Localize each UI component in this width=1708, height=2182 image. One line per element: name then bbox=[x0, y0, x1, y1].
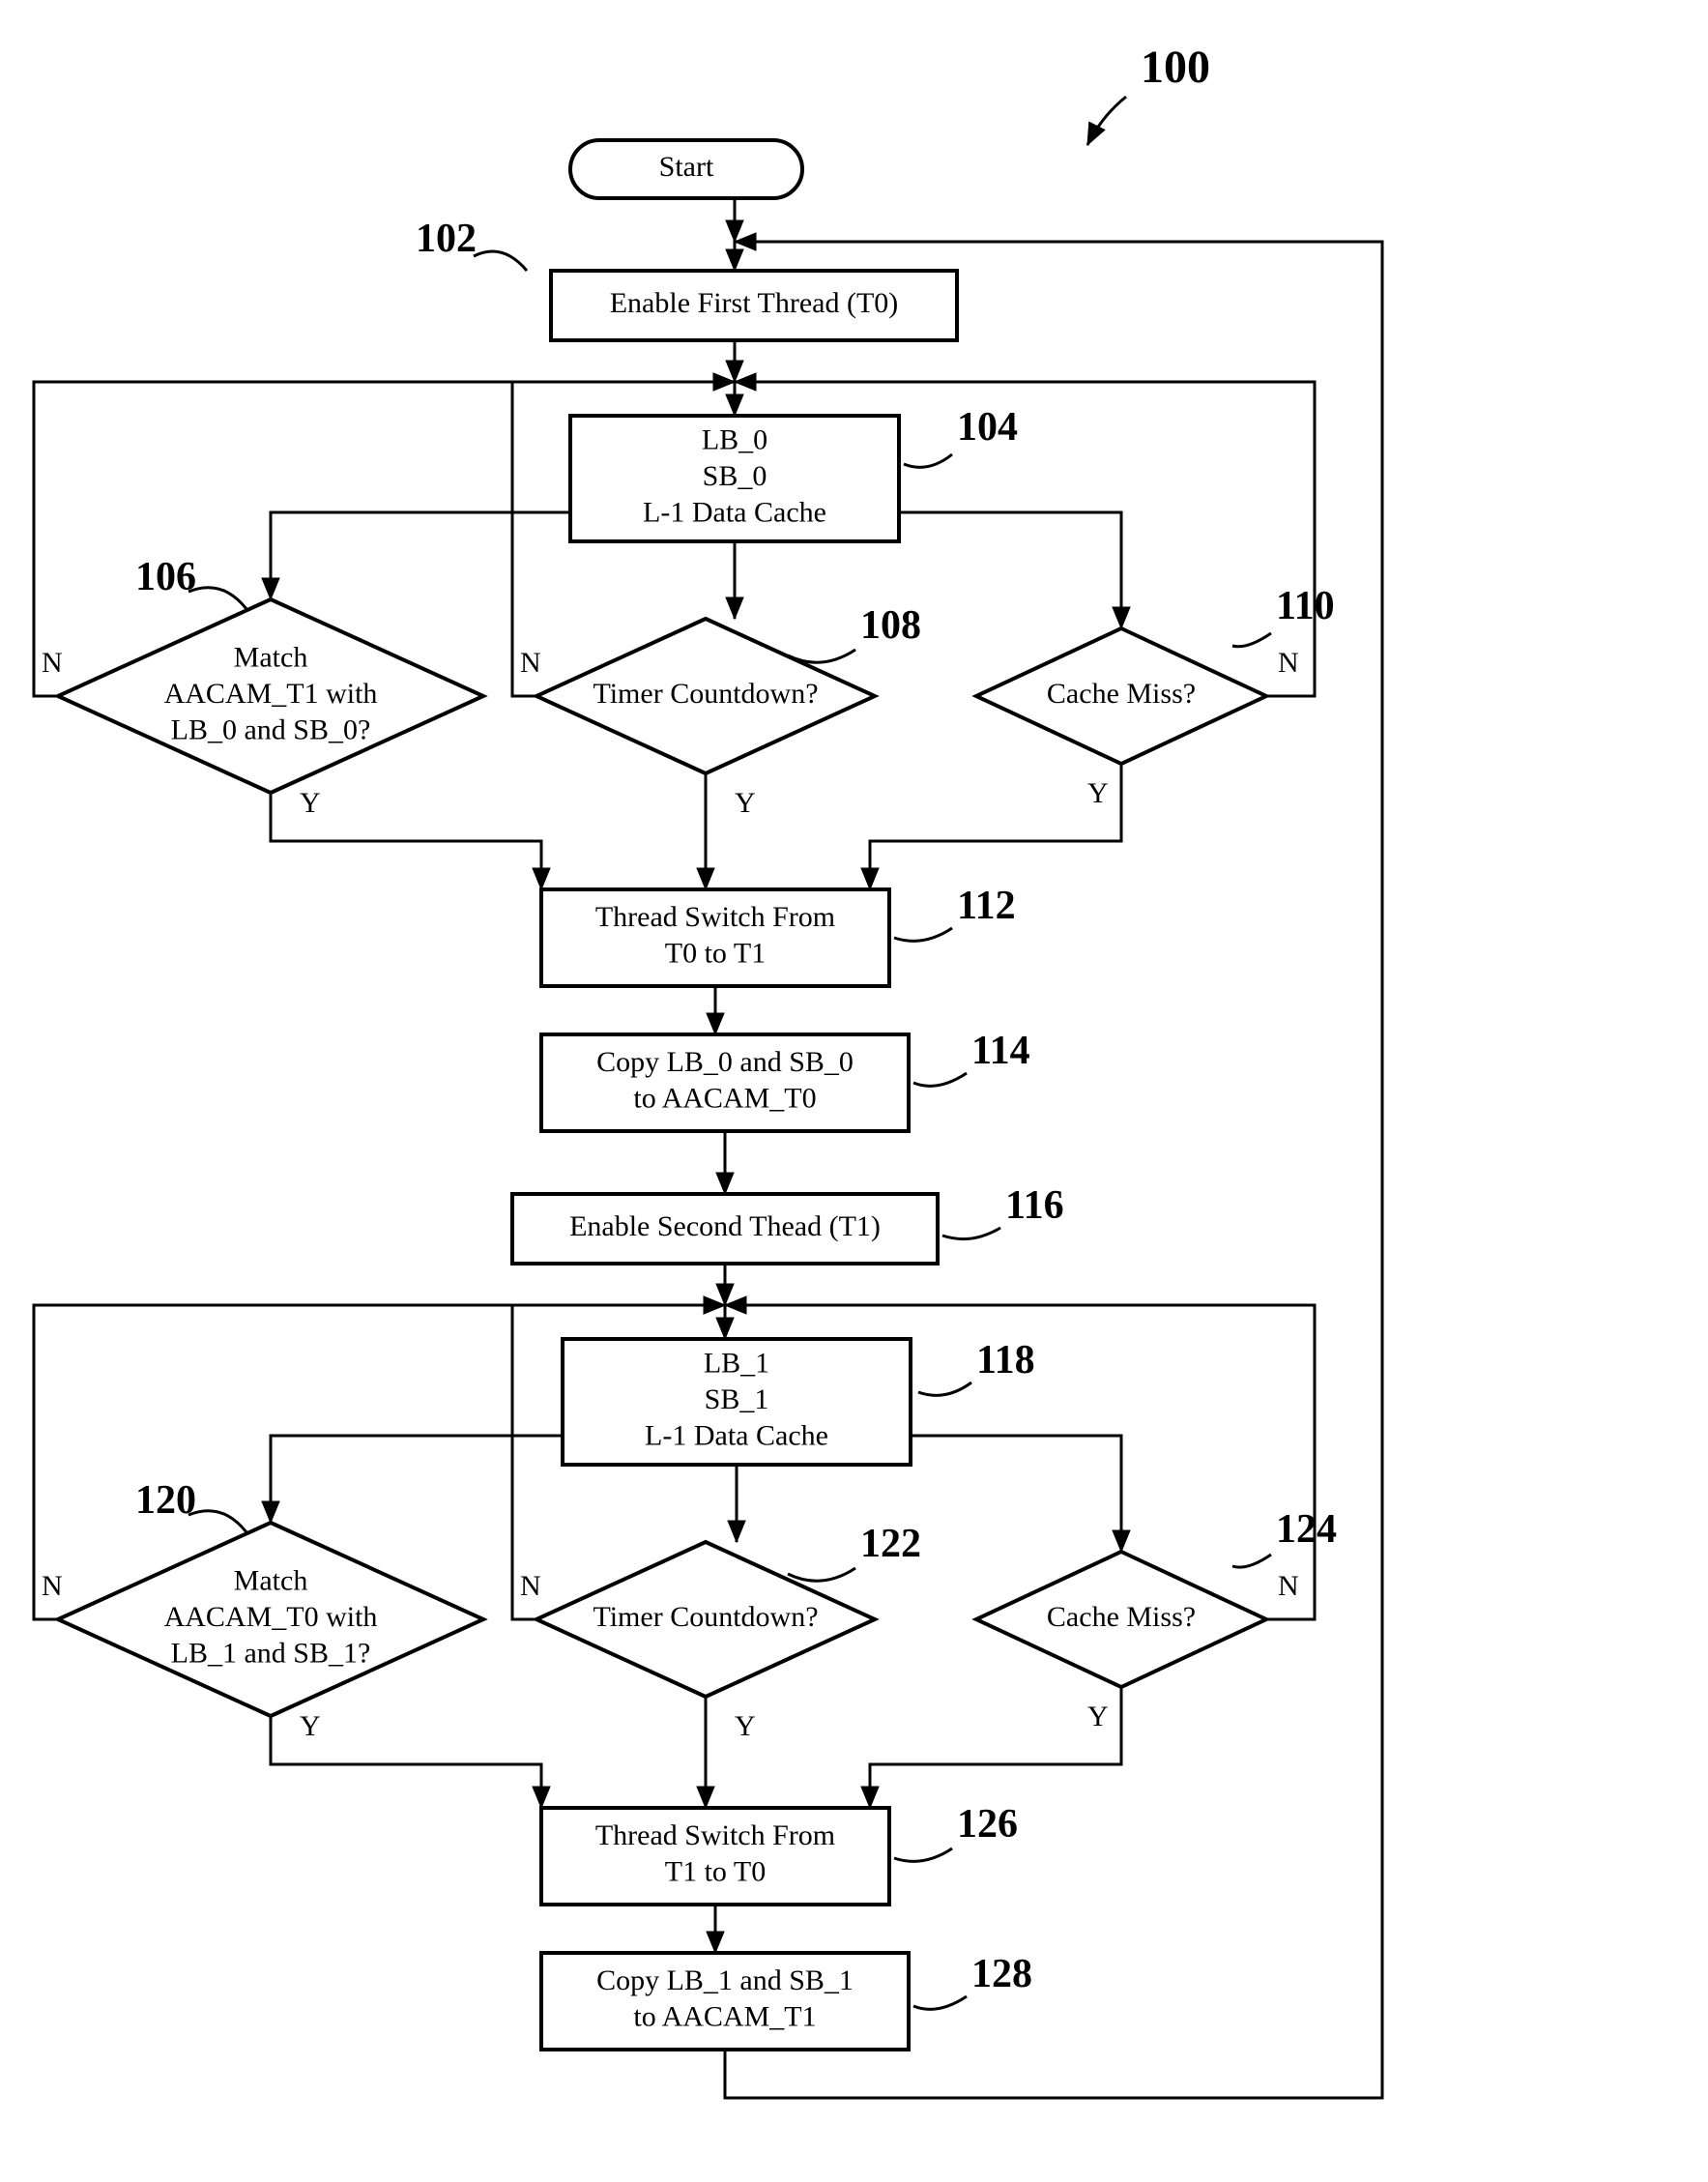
edge-9 bbox=[870, 764, 1121, 889]
node-label: Cache Miss? bbox=[1047, 678, 1196, 710]
node-label: to AACAM_T1 bbox=[633, 2001, 816, 2033]
ref-leader-106 bbox=[188, 588, 246, 609]
flowchart-diagram: Y Y Y N N N Y Y Y N N N Start Enable First Thread (T0… bbox=[0, 0, 1708, 2182]
node-label: SB_0 bbox=[703, 460, 767, 492]
node-label: Enable Second Thead (T1) bbox=[569, 1210, 881, 1242]
ref-label-102: 102 bbox=[416, 217, 477, 261]
ref-label-120: 120 bbox=[135, 1478, 196, 1523]
node-label: LB_0 and SB_0? bbox=[171, 713, 371, 745]
node-label: LB_0 bbox=[702, 423, 767, 455]
ref-leader-118 bbox=[918, 1382, 971, 1395]
node-label: Copy LB_0 and SB_0 bbox=[596, 1046, 854, 1078]
ref-label-122: 122 bbox=[860, 1522, 921, 1566]
node-label: Enable First Thread (T0) bbox=[610, 287, 899, 319]
node-label: Start bbox=[659, 151, 714, 183]
edge-22 bbox=[870, 1687, 1121, 1808]
node-label: Match bbox=[234, 641, 308, 673]
edge-label: N bbox=[520, 647, 541, 679]
edge-18 bbox=[271, 1436, 563, 1523]
node-label: Timer Countdown? bbox=[593, 678, 818, 710]
node-label: LB_1 bbox=[704, 1347, 769, 1379]
ref-leader-124 bbox=[1232, 1555, 1271, 1567]
ref-leader-114 bbox=[913, 1073, 967, 1086]
ref-label-104: 104 bbox=[957, 405, 1018, 450]
ref-leader-122 bbox=[788, 1568, 855, 1581]
edge-label: Y bbox=[735, 787, 756, 819]
ref-leader-128 bbox=[913, 1996, 967, 2009]
ref-label-126: 126 bbox=[957, 1802, 1018, 1847]
figure-ref-100: 100 bbox=[1141, 42, 1210, 93]
node-label: Timer Countdown? bbox=[593, 1601, 818, 1633]
ref-label-110: 110 bbox=[1276, 584, 1335, 628]
node-label: Match bbox=[234, 1564, 308, 1596]
node-label: Cache Miss? bbox=[1047, 1601, 1196, 1633]
ref-label-128: 128 bbox=[971, 1952, 1032, 1996]
node-label: LB_1 and SB_1? bbox=[171, 1637, 371, 1669]
ref-label-114: 114 bbox=[971, 1029, 1030, 1073]
ref-leader-126 bbox=[894, 1848, 952, 1861]
edge-label: N bbox=[520, 1570, 541, 1602]
edge-label: Y bbox=[300, 1710, 321, 1742]
ref-leader-112 bbox=[894, 928, 952, 941]
ref-label-124: 124 bbox=[1276, 1507, 1337, 1552]
edge-19 bbox=[911, 1436, 1121, 1552]
node-label: Thread Switch From bbox=[595, 1819, 835, 1851]
edge-label: Y bbox=[735, 1710, 756, 1742]
node-label: L-1 Data Cache bbox=[645, 1419, 828, 1451]
ref-leader-102 bbox=[474, 251, 527, 271]
ref-label-112: 112 bbox=[957, 884, 1016, 928]
ref-leader-110 bbox=[1232, 633, 1271, 647]
edge-label: N bbox=[42, 647, 63, 679]
node-label: Copy LB_1 and SB_1 bbox=[596, 1964, 854, 1996]
edge-label: N bbox=[1278, 1570, 1299, 1602]
ref-leader-104 bbox=[904, 454, 952, 467]
node-label: AACAM_T0 with bbox=[164, 1601, 378, 1633]
node-label: to AACAM_T0 bbox=[633, 1083, 816, 1115]
ref-label-116: 116 bbox=[1005, 1183, 1064, 1228]
node-label: L-1 Data Cache bbox=[643, 496, 826, 528]
node-label: Thread Switch From bbox=[595, 901, 835, 933]
edge-label: Y bbox=[300, 787, 321, 819]
ref-label-108: 108 bbox=[860, 603, 921, 648]
edge-label: N bbox=[42, 1570, 63, 1602]
edge-label: Y bbox=[1087, 777, 1109, 809]
node-label: AACAM_T1 with bbox=[164, 678, 378, 710]
ref-leader-116 bbox=[942, 1228, 1000, 1239]
ref-leader-108 bbox=[788, 650, 855, 662]
ref-label-118: 118 bbox=[976, 1338, 1035, 1382]
ref-leader-120 bbox=[188, 1511, 246, 1532]
node-label: T1 to T0 bbox=[665, 1856, 766, 1888]
edge-5 bbox=[271, 512, 570, 599]
ref-label-106: 106 bbox=[135, 555, 196, 599]
node-label: SB_1 bbox=[705, 1383, 769, 1415]
edge-label: Y bbox=[1087, 1701, 1109, 1732]
edge-label: N bbox=[1278, 647, 1299, 679]
node-label: T0 to T1 bbox=[665, 938, 766, 970]
edge-6 bbox=[899, 512, 1121, 628]
